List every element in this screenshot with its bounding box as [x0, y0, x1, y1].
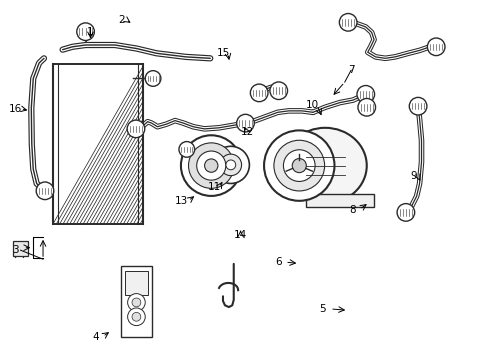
- Circle shape: [250, 84, 267, 102]
- Circle shape: [204, 159, 218, 172]
- Circle shape: [264, 130, 334, 201]
- Circle shape: [212, 146, 249, 184]
- Circle shape: [127, 120, 144, 138]
- Circle shape: [396, 204, 414, 221]
- Circle shape: [188, 143, 233, 188]
- Bar: [125, 271, 147, 295]
- Bar: [53, 64, 143, 224]
- Text: 11: 11: [207, 182, 221, 192]
- Text: 7: 7: [347, 65, 354, 75]
- Text: 2: 2: [118, 15, 124, 25]
- Circle shape: [132, 312, 141, 321]
- Circle shape: [339, 14, 356, 31]
- Circle shape: [132, 298, 141, 307]
- Circle shape: [356, 86, 374, 103]
- Text: 12: 12: [240, 127, 253, 138]
- Ellipse shape: [283, 128, 366, 203]
- Text: 3: 3: [12, 245, 19, 255]
- Text: 8: 8: [349, 204, 356, 215]
- Circle shape: [283, 150, 314, 181]
- Circle shape: [181, 135, 241, 196]
- Circle shape: [292, 158, 305, 173]
- Text: 10: 10: [305, 100, 318, 110]
- Circle shape: [145, 71, 161, 86]
- Text: 5: 5: [319, 304, 325, 314]
- Text: 13: 13: [175, 196, 188, 206]
- Text: 9: 9: [409, 171, 416, 181]
- Circle shape: [236, 114, 254, 132]
- Text: 4: 4: [92, 332, 99, 342]
- Text: 6: 6: [275, 257, 282, 267]
- Bar: [121, 266, 151, 337]
- Circle shape: [127, 294, 145, 311]
- Circle shape: [225, 160, 235, 170]
- Text: 16: 16: [9, 104, 22, 114]
- Circle shape: [408, 98, 426, 115]
- Circle shape: [77, 23, 94, 40]
- Circle shape: [179, 141, 194, 157]
- Text: 14: 14: [233, 230, 247, 240]
- Bar: [13, 241, 28, 256]
- Text: 1: 1: [87, 27, 94, 37]
- Circle shape: [196, 151, 225, 180]
- Circle shape: [357, 99, 375, 116]
- Text: 15: 15: [216, 48, 229, 58]
- Circle shape: [273, 140, 324, 191]
- Bar: [305, 194, 373, 207]
- Circle shape: [220, 154, 241, 176]
- Circle shape: [269, 82, 287, 99]
- Circle shape: [427, 38, 444, 55]
- Circle shape: [127, 308, 145, 325]
- Circle shape: [36, 182, 54, 199]
